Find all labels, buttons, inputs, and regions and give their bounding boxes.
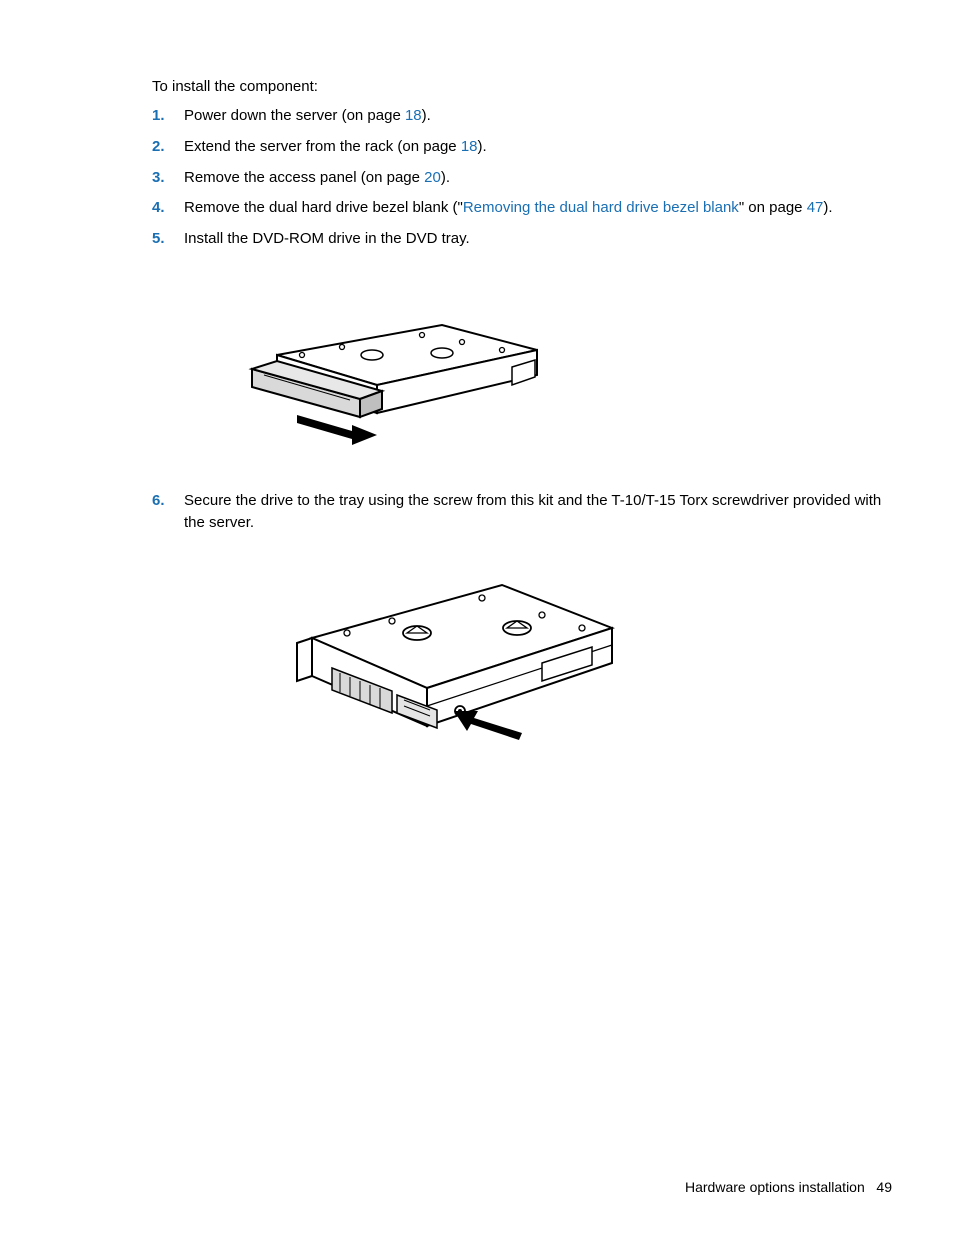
step-text-mid: " on page (739, 199, 807, 216)
page-link[interactable]: 20 (424, 169, 441, 186)
step-text-post: ). (478, 138, 487, 155)
step-text: Remove the dual hard drive bezel blank (… (184, 197, 892, 219)
step-text-pre: Remove the access panel (on page (184, 169, 424, 186)
steps-list: 1. Power down the server (on page 18). 2… (152, 105, 892, 250)
step-number: 6. (152, 490, 184, 512)
step-text: Secure the drive to the tray using the s… (184, 490, 892, 534)
steps-list-cont: 6. Secure the drive to the tray using th… (152, 490, 892, 534)
step-text: Power down the server (on page 18). (184, 105, 892, 127)
step-number: 4. (152, 197, 184, 219)
step-text-pre: Remove the dual hard drive bezel blank (… (184, 199, 463, 216)
step-number: 2. (152, 136, 184, 158)
figure-2-container (152, 573, 892, 763)
step-text-pre: Extend the server from the rack (on page (184, 138, 461, 155)
step-text-post: ). (823, 199, 832, 216)
cross-reference-link[interactable]: Removing the dual hard drive bezel blank (463, 199, 739, 216)
step-item: 3. Remove the access panel (on page 20). (152, 167, 892, 189)
step-number: 1. (152, 105, 184, 127)
step-text: Install the DVD-ROM drive in the DVD tra… (184, 228, 892, 250)
step-number: 3. (152, 167, 184, 189)
page-link[interactable]: 18 (461, 138, 478, 155)
footer-section-title: Hardware options installation (685, 1179, 865, 1195)
page-link[interactable]: 18 (405, 107, 422, 124)
footer-page-number: 49 (876, 1179, 892, 1195)
dvd-drive-insert-illustration (242, 305, 562, 445)
step-text: Extend the server from the rack (on page… (184, 136, 892, 158)
step-item: 1. Power down the server (on page 18). (152, 105, 892, 127)
step-item: 2. Extend the server from the rack (on p… (152, 136, 892, 158)
step-item: 5. Install the DVD-ROM drive in the DVD … (152, 228, 892, 250)
step-text-post: ). (422, 107, 431, 124)
step-text-post: ). (441, 169, 450, 186)
dvd-tray-screw-illustration (242, 573, 622, 763)
page-footer: Hardware options installation 49 (685, 1179, 892, 1195)
step-item: 4. Remove the dual hard drive bezel blan… (152, 197, 892, 219)
step-text: Remove the access panel (on page 20). (184, 167, 892, 189)
page-link[interactable]: 47 (807, 199, 824, 216)
step-text-pre: Power down the server (on page (184, 107, 405, 124)
figure-1-container (152, 305, 892, 445)
intro-text: To install the component: (152, 78, 892, 95)
step-item: 6. Secure the drive to the tray using th… (152, 490, 892, 534)
step-number: 5. (152, 228, 184, 250)
